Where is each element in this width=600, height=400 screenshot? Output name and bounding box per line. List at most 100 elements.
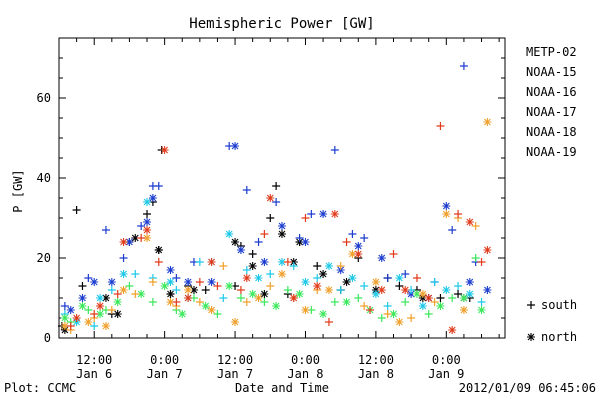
data-point-south: [430, 298, 439, 306]
chart-title: Hemispheric Power [GW]: [189, 16, 374, 32]
data-point-south: [313, 274, 322, 282]
data-point-north: [459, 306, 468, 314]
data-point-north: [166, 266, 175, 274]
data-point-north: [389, 310, 398, 318]
data-point-south: [90, 322, 99, 330]
data-point-south: [377, 314, 386, 322]
data-point-north: [248, 262, 257, 270]
data-point-north: [272, 302, 281, 310]
data-point-south: [154, 258, 163, 266]
series-metp-02: [57, 146, 474, 334]
data-point-south: [266, 214, 275, 222]
data-point-south: [430, 278, 439, 286]
x-tick-date-label: Jan 8: [287, 367, 323, 381]
data-point-south: [289, 262, 298, 270]
legend-item: NOAA-17: [526, 105, 577, 119]
data-point-south: [401, 270, 410, 278]
data-point-south: [84, 274, 93, 282]
data-point-north: [342, 298, 351, 306]
x-tick-time-label: 0:00: [291, 353, 320, 367]
plot-timestamp: 2012/01/09 06:45:06: [459, 381, 596, 395]
data-point-north: [207, 258, 216, 266]
x-tick-time-label: 0:00: [432, 353, 461, 367]
x-tick-date-label: Jan 7: [147, 367, 183, 381]
data-point-south: [119, 254, 128, 262]
data-point-north: [184, 294, 193, 302]
symbol-legend: south north: [527, 298, 577, 344]
data-point-south: [78, 282, 87, 290]
data-point-north: [160, 146, 169, 154]
data-point-north: [72, 314, 81, 322]
data-point-south: [213, 282, 222, 290]
data-point-north: [231, 318, 240, 326]
data-point-north: [371, 290, 380, 298]
data-point-north: [119, 286, 128, 294]
data-point-north: [442, 286, 451, 294]
data-point-south: [172, 286, 181, 294]
data-point-south: [137, 234, 146, 242]
data-point-north: [201, 302, 210, 310]
data-point-north: [148, 194, 157, 202]
data-point-north: [483, 246, 492, 254]
data-point-south: [107, 286, 116, 294]
data-point-south: [307, 210, 316, 218]
x-tick-date-label: Jan 8: [358, 367, 394, 381]
data-point-north: [395, 318, 404, 326]
data-point-south: [336, 286, 345, 294]
data-point-south: [412, 274, 421, 282]
data-point-south: [383, 302, 392, 310]
data-point-north: [207, 278, 216, 286]
x-tick-date-label: Jan 7: [217, 367, 253, 381]
data-point-south: [313, 262, 322, 270]
symbol-legend-label: south: [541, 298, 577, 312]
data-point-south: [172, 274, 181, 282]
data-point-south: [242, 186, 251, 194]
data-point-south: [236, 294, 245, 302]
data-point-north: [301, 278, 310, 286]
data-point-north: [377, 254, 386, 262]
data-point-south: [236, 286, 245, 294]
data-point-north: [483, 118, 492, 126]
data-point-south: [336, 262, 345, 270]
x-tick-time-label: 12:00: [76, 353, 112, 367]
data-point-south: [148, 298, 157, 306]
x-tick-date-label: Jan 6: [76, 367, 112, 381]
data-point-south: [283, 286, 292, 294]
data-point-north: [401, 286, 410, 294]
data-point-south: [260, 298, 269, 306]
data-point-south: [459, 62, 468, 70]
data-point-north: [184, 286, 193, 294]
data-point-north: [289, 294, 298, 302]
data-point-south: [195, 258, 204, 266]
data-point-south: [260, 230, 269, 238]
data-point-south: [330, 298, 339, 306]
data-point-north: [96, 302, 105, 310]
data-point-north: [143, 218, 152, 226]
data-point-north: [483, 286, 492, 294]
data-point-south: [272, 182, 281, 190]
data-point-north: [160, 282, 169, 290]
y-tick-label: 20: [37, 251, 51, 265]
data-point-south: [66, 322, 75, 330]
data-point-north: [278, 222, 286, 230]
data-point-south: [213, 310, 222, 318]
symbol-legend-marker: [527, 333, 535, 341]
data-point-north: [465, 278, 474, 286]
data-point-north: [313, 282, 322, 290]
data-point-south: [201, 286, 210, 294]
data-point-south: [137, 222, 146, 230]
legend: METP-02 NOAA-15 NOAA-16 NOAA-17 NOAA-18 NOAA-…: [526, 45, 577, 159]
data-point-north: [101, 294, 110, 302]
data-point-north: [418, 302, 427, 310]
plot-source-label: Plot: CCMC: [4, 381, 76, 395]
data-point-south: [113, 290, 122, 298]
data-point-south: [360, 234, 369, 242]
data-point-south: [295, 234, 304, 242]
data-point-north: [101, 322, 110, 330]
data-point-north: [189, 286, 198, 294]
data-point-north: [231, 142, 240, 150]
data-point-north: [459, 294, 468, 302]
x-tick-time-label: 0:00: [150, 353, 179, 367]
data-point-north: [143, 234, 152, 242]
